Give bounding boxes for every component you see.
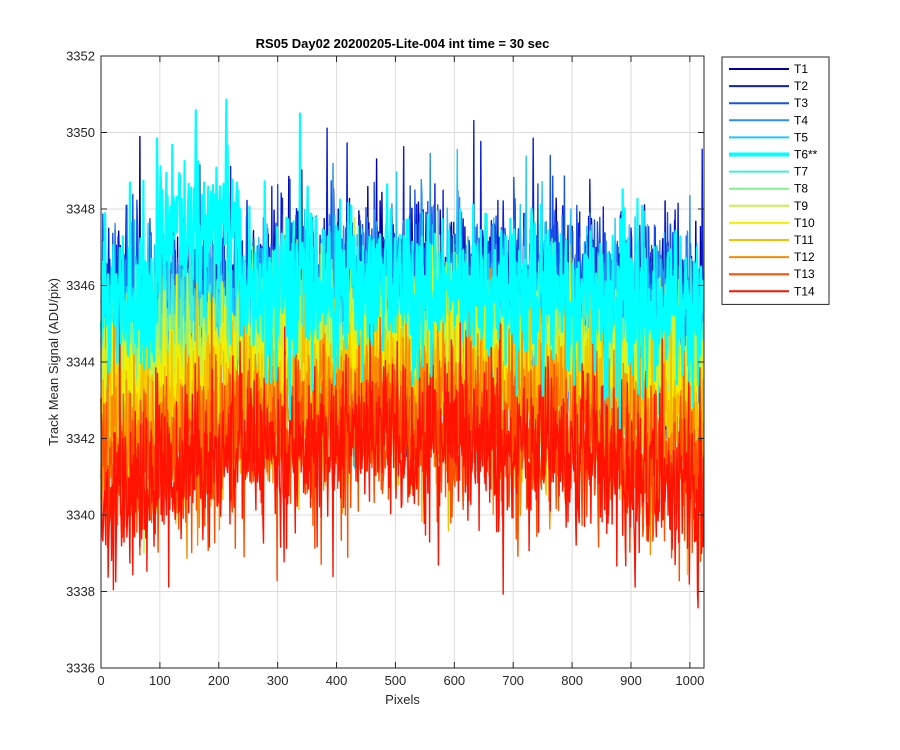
legend-item: T10: [729, 216, 815, 230]
x-tick-label: 100: [149, 673, 171, 688]
legend-item: T2: [729, 79, 808, 93]
y-tick-label: 3344: [66, 355, 95, 370]
legend-label: T12: [794, 250, 815, 264]
x-axis-title: Pixels: [385, 692, 420, 707]
legend-item: T1: [729, 62, 808, 76]
legend-item: T5: [729, 130, 808, 144]
legend-item: T14: [729, 284, 815, 298]
x-tick-label: 500: [385, 673, 407, 688]
chart-title: RS05 Day02 20200205-Lite-004 int time = …: [256, 36, 550, 51]
legend-item: T6**: [729, 148, 818, 162]
x-tick-label: 800: [561, 673, 583, 688]
legend: T1 T2 T3 T4 T5 T6** T7 T8 T9 T10 T11 T12 T13 T14: [721, 56, 830, 305]
x-tick-label: 1000: [675, 673, 704, 688]
x-tick-label: 400: [326, 673, 348, 688]
legend-item: T8: [729, 182, 808, 196]
y-tick-label: 3336: [66, 661, 95, 676]
y-tick-label: 3346: [66, 278, 95, 293]
legend-label: T1: [794, 62, 808, 76]
x-tick-label: 700: [502, 673, 524, 688]
ticks: 0 100 200 300 400 500 600 700 800 900 1000 3336 3338…: [66, 49, 704, 689]
legend-label: T6**: [794, 148, 818, 162]
legend-label: T11: [794, 233, 814, 247]
legend-label: T2: [794, 79, 808, 93]
legend-label: T7: [794, 165, 808, 179]
legend-item: T7: [729, 165, 808, 179]
legend-label: T8: [794, 182, 808, 196]
legend-item: T13: [729, 267, 815, 281]
y-tick-label: 3352: [66, 49, 95, 64]
y-tick-label: 3340: [66, 508, 95, 523]
legend-label: T10: [794, 216, 815, 230]
legend-item: T11: [729, 233, 814, 247]
legend-box: [721, 56, 830, 305]
series-line-t6: [99, 98, 705, 430]
series-group: [99, 98, 705, 609]
y-tick-label: 3350: [66, 125, 95, 140]
x-tick-label: 600: [443, 673, 465, 688]
legend-item: T12: [729, 250, 815, 264]
x-tick-label: 900: [620, 673, 642, 688]
y-tick-label: 3342: [66, 431, 95, 446]
series-line-t14: [100, 301, 705, 609]
legend-item: T4: [729, 113, 808, 127]
legend-label: T14: [794, 284, 815, 298]
legend-label: T3: [794, 96, 808, 110]
legend-label: T5: [794, 130, 808, 144]
legend-label: T13: [794, 267, 815, 281]
legend-label: T4: [794, 113, 808, 127]
legend-label: T9: [794, 199, 808, 213]
x-tick-label: 200: [208, 673, 230, 688]
y-tick-label: 3348: [66, 202, 95, 217]
y-tick-label: 3338: [66, 584, 95, 599]
legend-item: T9: [729, 199, 808, 213]
y-axis-title: Track Mean Signal (ADU/pix): [46, 278, 61, 446]
x-tick-label: 0: [97, 673, 104, 688]
legend-item: T3: [729, 96, 808, 110]
x-tick-label: 300: [267, 673, 289, 688]
